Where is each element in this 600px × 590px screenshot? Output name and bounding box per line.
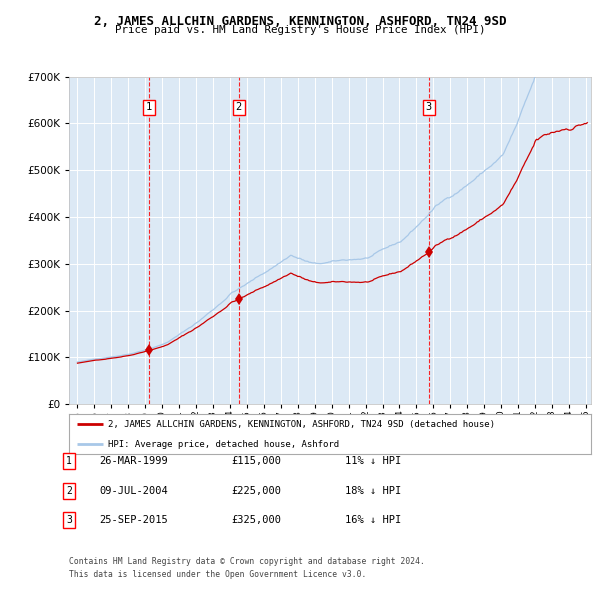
Text: 11% ↓ HPI: 11% ↓ HPI [345, 457, 401, 466]
Text: 2, JAMES ALLCHIN GARDENS, KENNINGTON, ASHFORD, TN24 9SD (detached house): 2, JAMES ALLCHIN GARDENS, KENNINGTON, AS… [108, 419, 495, 429]
Text: 18% ↓ HPI: 18% ↓ HPI [345, 486, 401, 496]
Text: 1: 1 [146, 102, 152, 112]
Text: This data is licensed under the Open Government Licence v3.0.: This data is licensed under the Open Gov… [69, 571, 367, 579]
Text: 3: 3 [425, 102, 432, 112]
Text: HPI: Average price, detached house, Ashford: HPI: Average price, detached house, Ashf… [108, 440, 339, 449]
Text: Contains HM Land Registry data © Crown copyright and database right 2024.: Contains HM Land Registry data © Crown c… [69, 558, 425, 566]
Text: 16% ↓ HPI: 16% ↓ HPI [345, 516, 401, 525]
Text: £325,000: £325,000 [231, 516, 281, 525]
Text: 09-JUL-2004: 09-JUL-2004 [99, 486, 168, 496]
Text: 2: 2 [66, 486, 72, 496]
Text: 25-SEP-2015: 25-SEP-2015 [99, 516, 168, 525]
Text: Price paid vs. HM Land Registry's House Price Index (HPI): Price paid vs. HM Land Registry's House … [115, 25, 485, 35]
Text: £115,000: £115,000 [231, 457, 281, 466]
Text: 2, JAMES ALLCHIN GARDENS, KENNINGTON, ASHFORD, TN24 9SD: 2, JAMES ALLCHIN GARDENS, KENNINGTON, AS… [94, 15, 506, 28]
Text: 26-MAR-1999: 26-MAR-1999 [99, 457, 168, 466]
Text: 3: 3 [66, 516, 72, 525]
Text: 2: 2 [236, 102, 242, 112]
Text: £225,000: £225,000 [231, 486, 281, 496]
Text: 1: 1 [66, 457, 72, 466]
